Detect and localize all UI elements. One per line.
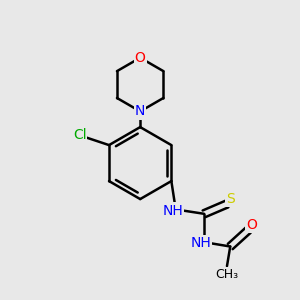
Text: S: S — [226, 192, 235, 206]
Text: CH₃: CH₃ — [215, 268, 238, 281]
Text: N: N — [135, 104, 146, 118]
Text: NH: NH — [163, 203, 183, 218]
Text: O: O — [135, 51, 146, 65]
Text: Cl: Cl — [73, 128, 86, 142]
Text: O: O — [246, 218, 257, 232]
Text: NH: NH — [190, 236, 211, 250]
